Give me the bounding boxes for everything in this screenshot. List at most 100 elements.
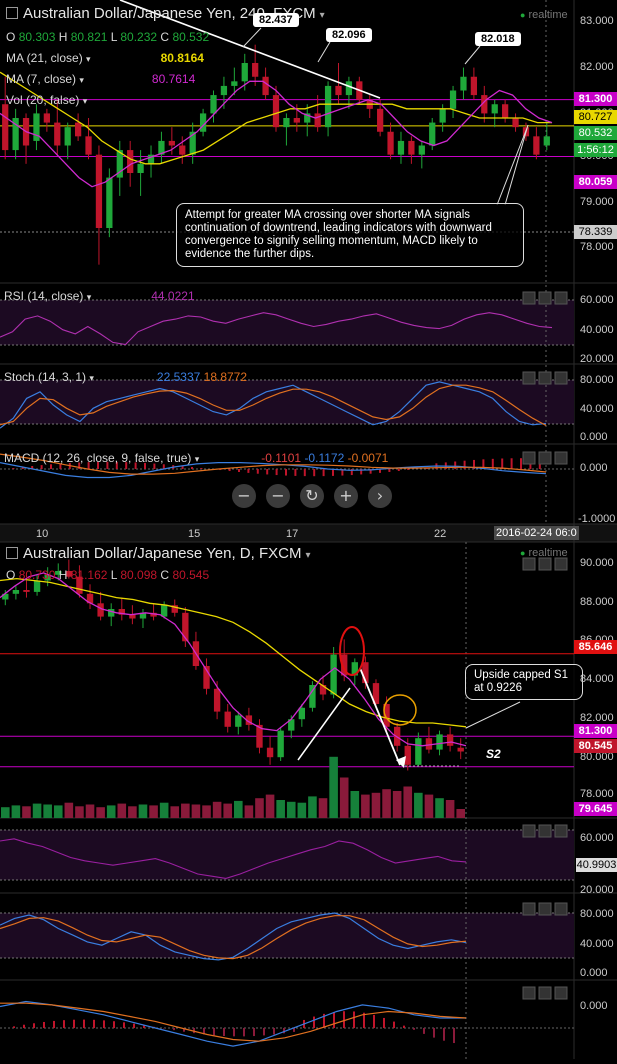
candle[interactable] (139, 612, 147, 619)
candle[interactable] (377, 108, 384, 132)
candle[interactable] (245, 715, 253, 725)
candle[interactable] (108, 609, 115, 617)
candle[interactable] (293, 118, 300, 123)
candle[interactable] (298, 707, 306, 720)
arrow-up-icon[interactable] (522, 371, 536, 385)
candle[interactable] (179, 145, 186, 155)
candle[interactable] (309, 685, 316, 708)
candle[interactable] (266, 747, 274, 758)
arrow-up-icon[interactable] (522, 986, 536, 1000)
candle[interactable] (387, 131, 394, 155)
candle[interactable] (351, 662, 358, 676)
candle[interactable] (512, 118, 519, 128)
candle[interactable] (127, 150, 134, 173)
candle[interactable] (272, 95, 280, 128)
candle[interactable] (252, 63, 259, 77)
candle[interactable] (491, 104, 498, 114)
pin-icon[interactable] (538, 451, 552, 465)
candle[interactable] (425, 738, 433, 750)
candle[interactable] (76, 576, 83, 594)
zoom-in-button[interactable]: + (334, 484, 358, 508)
candle[interactable] (404, 745, 411, 765)
candle[interactable] (54, 122, 61, 146)
candle[interactable] (97, 603, 104, 617)
candle[interactable] (147, 154, 155, 164)
candle[interactable] (106, 177, 113, 228)
chevron-down-icon[interactable]: ▾ (89, 373, 94, 383)
arrow-up-icon[interactable] (522, 902, 536, 916)
candle[interactable] (341, 654, 348, 676)
candle[interactable] (481, 95, 488, 114)
candle[interactable] (199, 113, 207, 132)
candle[interactable] (86, 593, 94, 604)
arrow-up-icon[interactable] (522, 824, 536, 838)
close-icon[interactable] (554, 291, 568, 305)
scroll-right-button[interactable]: › (368, 484, 392, 508)
candle[interactable] (533, 136, 540, 155)
candle[interactable] (12, 590, 20, 594)
reset-button[interactable]: ↻ (300, 484, 324, 508)
candle[interactable] (304, 113, 311, 123)
macd-legend[interactable]: MACD (12, 26, close, 9, false, true) ▾ -0… (4, 451, 388, 465)
candle[interactable] (460, 76, 467, 91)
close-icon[interactable] (554, 371, 568, 385)
arrow-up-icon[interactable] (522, 557, 536, 571)
candle[interactable] (502, 104, 509, 118)
candle[interactable] (55, 571, 62, 575)
collapse-icon[interactable] (6, 7, 18, 19)
candle[interactable] (44, 574, 51, 581)
candle[interactable] (449, 90, 457, 109)
candle[interactable] (12, 118, 19, 151)
ma7-legend[interactable]: MA (7, close) ▾ 80.7614 (6, 72, 195, 86)
candle[interactable] (543, 136, 550, 146)
ma21-legend[interactable]: MA (21, close) ▾ 80.8164 (6, 51, 204, 65)
candle[interactable] (33, 113, 40, 141)
candle[interactable] (150, 612, 157, 617)
candle[interactable] (85, 136, 92, 155)
candle[interactable] (168, 140, 175, 146)
chevron-down-icon[interactable]: ▾ (86, 292, 92, 302)
candle[interactable] (64, 127, 71, 146)
candle[interactable] (118, 609, 125, 615)
candle[interactable] (345, 81, 353, 96)
pin-icon[interactable] (538, 902, 552, 916)
scroll-left-button[interactable]: − (232, 484, 256, 508)
candle[interactable] (439, 108, 446, 123)
candle[interactable] (65, 571, 73, 577)
pin-icon[interactable] (538, 291, 552, 305)
candle[interactable] (408, 140, 415, 155)
candle[interactable] (129, 614, 136, 619)
candle[interactable] (160, 605, 168, 617)
candle[interactable] (446, 734, 454, 746)
candle[interactable] (241, 63, 248, 82)
candle[interactable] (2, 104, 9, 151)
candle[interactable] (277, 730, 284, 758)
candle[interactable] (397, 140, 405, 155)
pin-icon[interactable] (538, 371, 552, 385)
close-icon[interactable] (554, 902, 568, 916)
close-icon[interactable] (554, 986, 568, 1000)
candle[interactable] (429, 122, 436, 146)
candle[interactable] (235, 715, 242, 727)
candle[interactable] (362, 662, 369, 684)
pin-icon[interactable] (538, 824, 552, 838)
candle[interactable] (33, 580, 41, 592)
candle[interactable] (213, 688, 221, 712)
collapse-icon[interactable] (6, 547, 18, 559)
volume-legend[interactable]: Vol (20, false) ▾ (6, 93, 87, 107)
arrow-up-icon[interactable] (522, 451, 536, 465)
chevron-down-icon[interactable]: ▾ (319, 10, 325, 21)
close-icon[interactable] (554, 451, 568, 465)
chevron-down-icon[interactable]: ▾ (86, 54, 91, 64)
candle[interactable] (210, 95, 217, 114)
candle[interactable] (23, 590, 30, 592)
candle[interactable] (262, 76, 269, 96)
candle[interactable] (220, 85, 228, 96)
arrow-up-icon[interactable] (522, 291, 536, 305)
candle[interactable] (189, 131, 196, 155)
candle[interactable] (158, 140, 165, 155)
candle[interactable] (2, 593, 9, 600)
candle[interactable] (182, 612, 189, 642)
